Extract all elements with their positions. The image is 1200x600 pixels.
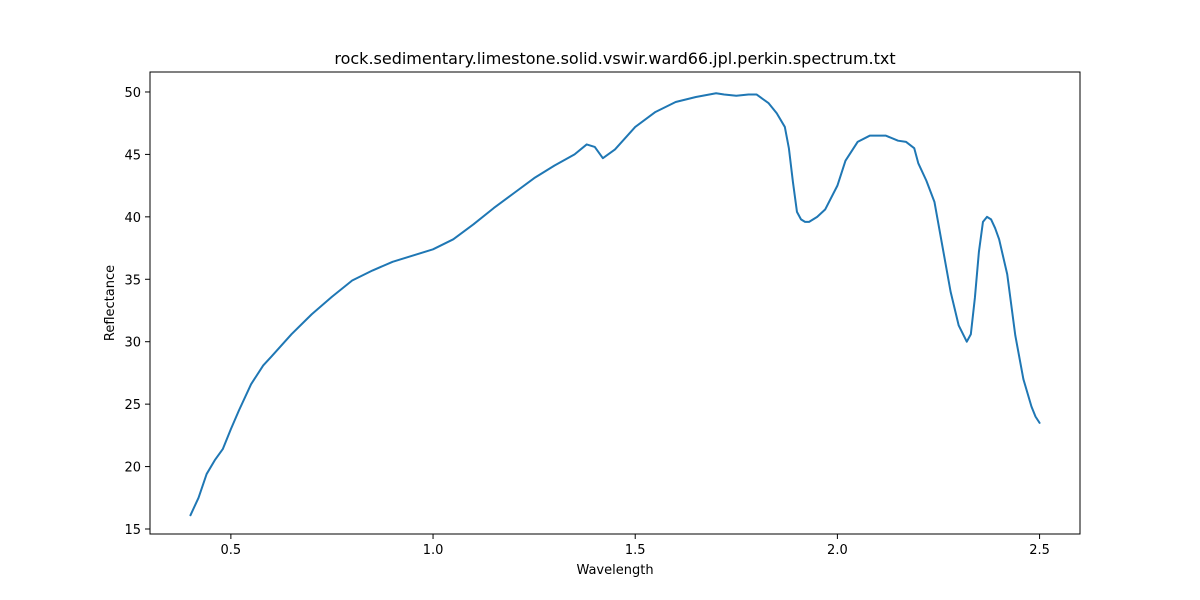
chart-title: rock.sedimentary.limestone.solid.vswir.w…: [334, 49, 895, 68]
plot-area: [150, 72, 1080, 534]
plot-frame: [149, 71, 1081, 535]
y-tick-label: 15: [124, 523, 141, 538]
y-axis-ticks: 15 20 25 30 35 40 45 50: [124, 86, 150, 538]
spectrum-line: [189, 92, 1041, 517]
x-tick-label: 1.5: [625, 543, 646, 558]
y-axis-label: Reflectance: [103, 265, 118, 341]
x-tick-label: 0.5: [221, 543, 242, 558]
x-axis-label: Wavelength: [576, 563, 653, 578]
x-tick-label: 1.0: [423, 543, 444, 558]
x-tick-label: 2.0: [827, 543, 848, 558]
x-axis-ticks: 0.5 1.0 1.5 2.0 2.5: [221, 534, 1050, 558]
y-tick-label: 35: [124, 273, 141, 288]
y-tick-label: 30: [124, 336, 141, 351]
y-tick-label: 25: [124, 398, 141, 413]
x-tick-label: 2.5: [1029, 543, 1050, 558]
y-tick-label: 45: [124, 148, 141, 163]
y-tick-label: 20: [124, 461, 141, 476]
y-tick-label: 50: [124, 86, 141, 101]
y-tick-label: 40: [124, 211, 141, 226]
